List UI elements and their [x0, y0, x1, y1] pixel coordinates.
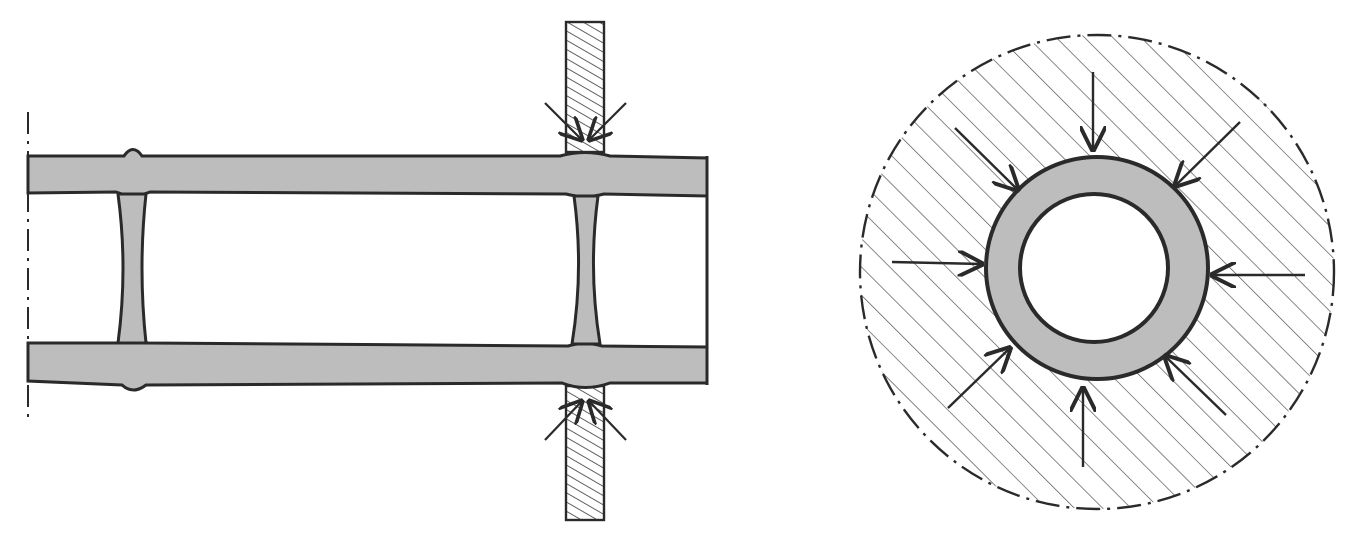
rib-at-wall	[570, 194, 602, 346]
pipe-bottom-wall	[26, 338, 709, 392]
arrow-bottom-left	[947, 348, 1010, 409]
pressure-arrows	[891, 72, 1305, 467]
arrow-bottom-right	[1165, 356, 1227, 416]
wall-strip-bottom	[564, 384, 606, 522]
soil-boundary	[858, 33, 1336, 511]
longitudinal-section	[26, 20, 709, 522]
pipe-bore	[1018, 192, 1170, 344]
wall-strip-top	[564, 20, 606, 154]
seal-arrows-bottom	[544, 401, 627, 441]
arrow-top-left	[954, 127, 1018, 190]
pipe-top-wall	[26, 148, 709, 198]
rib-left	[116, 192, 148, 345]
arrow-left	[891, 262, 982, 264]
seal-arrows-top	[544, 102, 627, 140]
cross-section	[858, 33, 1336, 511]
arrow-top-right	[1175, 121, 1241, 186]
